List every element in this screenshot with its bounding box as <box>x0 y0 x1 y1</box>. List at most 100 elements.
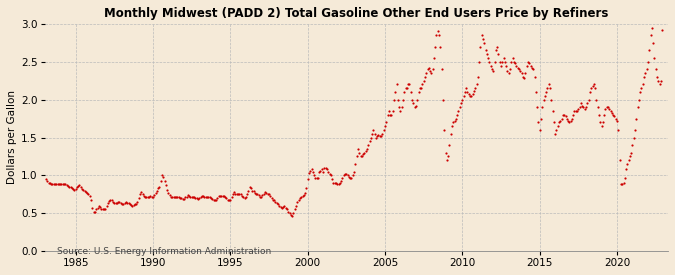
Point <box>144 194 155 199</box>
Point <box>291 204 302 208</box>
Point <box>269 198 279 203</box>
Point <box>488 69 499 73</box>
Point <box>348 173 358 178</box>
Point <box>623 158 634 163</box>
Point <box>232 192 242 197</box>
Point <box>265 194 275 198</box>
Point <box>535 128 545 132</box>
Point <box>325 173 336 178</box>
Point <box>644 48 655 53</box>
Point <box>305 169 316 173</box>
Point <box>439 128 450 132</box>
Point <box>649 56 660 60</box>
Point <box>324 172 335 176</box>
Point <box>528 67 539 72</box>
Point <box>435 44 446 49</box>
Point <box>276 206 287 210</box>
Point <box>551 128 562 132</box>
Point <box>115 200 126 205</box>
Point <box>522 60 533 64</box>
Point <box>578 105 589 109</box>
Point <box>240 194 251 199</box>
Point <box>504 71 514 75</box>
Point <box>181 194 192 199</box>
Point <box>572 109 583 113</box>
Point <box>554 120 564 125</box>
Point <box>200 194 211 199</box>
Point <box>453 109 464 113</box>
Point <box>651 75 662 79</box>
Point <box>165 194 176 199</box>
Point <box>203 195 214 200</box>
Point <box>341 172 352 176</box>
Point <box>223 198 234 203</box>
Point <box>408 101 418 106</box>
Point <box>412 97 423 102</box>
Point <box>624 154 635 159</box>
Point <box>351 154 362 159</box>
Point <box>356 154 367 159</box>
Point <box>252 192 263 197</box>
Point <box>249 191 260 195</box>
Point <box>208 197 219 202</box>
Point <box>121 200 132 204</box>
Point <box>103 201 113 206</box>
Point <box>447 124 458 128</box>
Point <box>193 197 204 201</box>
Point <box>512 66 523 70</box>
Point <box>564 120 575 125</box>
Point <box>247 188 258 193</box>
Point <box>483 56 493 60</box>
Point <box>244 185 255 189</box>
Point <box>190 196 201 200</box>
Point <box>313 175 323 180</box>
Point <box>148 194 159 199</box>
Point <box>372 134 383 138</box>
Point <box>587 84 598 88</box>
Point <box>140 194 151 199</box>
Point <box>472 75 483 79</box>
Point <box>403 82 414 87</box>
Point <box>172 194 183 199</box>
Point <box>95 205 105 209</box>
Point <box>502 69 513 73</box>
Point <box>487 67 497 72</box>
Point <box>489 60 500 64</box>
Point <box>70 187 81 191</box>
Point <box>271 201 282 206</box>
Point <box>582 101 593 106</box>
Point <box>363 143 374 147</box>
Point <box>429 56 439 60</box>
Point <box>105 197 116 202</box>
Point <box>497 60 508 64</box>
Point <box>477 33 487 37</box>
Point <box>647 41 658 45</box>
Point <box>76 185 86 190</box>
Point <box>637 82 648 87</box>
Point <box>304 171 315 175</box>
Point <box>275 205 286 209</box>
Point <box>639 75 649 79</box>
Point <box>456 101 466 106</box>
Point <box>230 191 241 196</box>
Point <box>614 158 625 163</box>
Point <box>601 105 612 109</box>
Point <box>138 194 149 198</box>
Point <box>227 191 238 196</box>
Point <box>386 112 397 117</box>
Point <box>579 106 590 111</box>
Point <box>212 196 223 200</box>
Point <box>281 207 292 212</box>
Point <box>590 86 601 90</box>
Point <box>101 204 112 208</box>
Point <box>539 94 550 98</box>
Point <box>169 194 180 199</box>
Point <box>394 105 404 109</box>
Point <box>57 182 68 186</box>
Point <box>315 169 326 173</box>
Point <box>163 191 174 195</box>
Point <box>444 143 455 147</box>
Point <box>332 182 343 187</box>
Point <box>296 194 306 199</box>
Point <box>297 194 308 198</box>
